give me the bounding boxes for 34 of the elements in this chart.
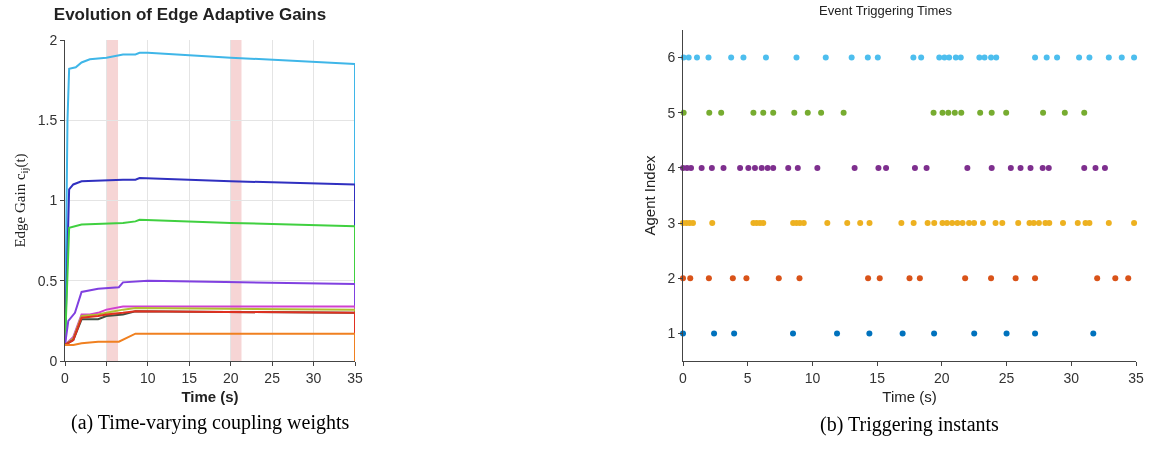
x-axis-title: Time (s) [882,387,937,405]
y-tick-label: 3 [667,214,676,231]
chart-title: Event Triggering Times [819,3,953,19]
x-tick-label: 10 [804,369,821,386]
x-tick-label: 35 [347,369,363,386]
y-tick-label: 1.5 [37,112,58,129]
x-tick-label: 30 [305,369,322,386]
x-tick-label: 15 [181,369,198,386]
x-tick-label: 30 [1063,369,1080,386]
x-tick-label: 35 [1128,369,1144,386]
y-tick-label: 2 [667,270,676,287]
x-tick-label: 10 [140,369,156,386]
x-tick-label: 25 [998,369,1015,386]
y-tick-label: 6 [667,49,676,66]
x-tick-label: 0 [61,369,70,386]
x-tick-label: 20 [222,369,239,386]
y-tick-label: 0.5 [37,272,58,289]
x-tick-label: 5 [102,369,111,386]
y-tick-label: 5 [667,104,676,121]
x-tick-label: 5 [743,369,752,386]
text: (a) Time-varying coupling weights [71,411,350,434]
y-tick-label: 0 [49,352,58,369]
y-tick-label: 2 [49,31,58,48]
x-tick-label: 20 [934,369,950,386]
x-axis-title: Time (s) [181,387,239,405]
y-tick-label: 4 [667,159,676,176]
x-tick-label: 15 [869,369,886,386]
y-axis-title: Agent Index [640,154,658,236]
text: (b) Triggering instants [820,413,1000,436]
y-tick-label: 1 [49,192,58,209]
x-tick-label: 25 [264,369,281,386]
x-tick-label: 0 [679,369,688,386]
y-tick-label: 1 [667,325,676,342]
chart-title: Evolution of Edge Adaptive Gains [53,4,327,24]
